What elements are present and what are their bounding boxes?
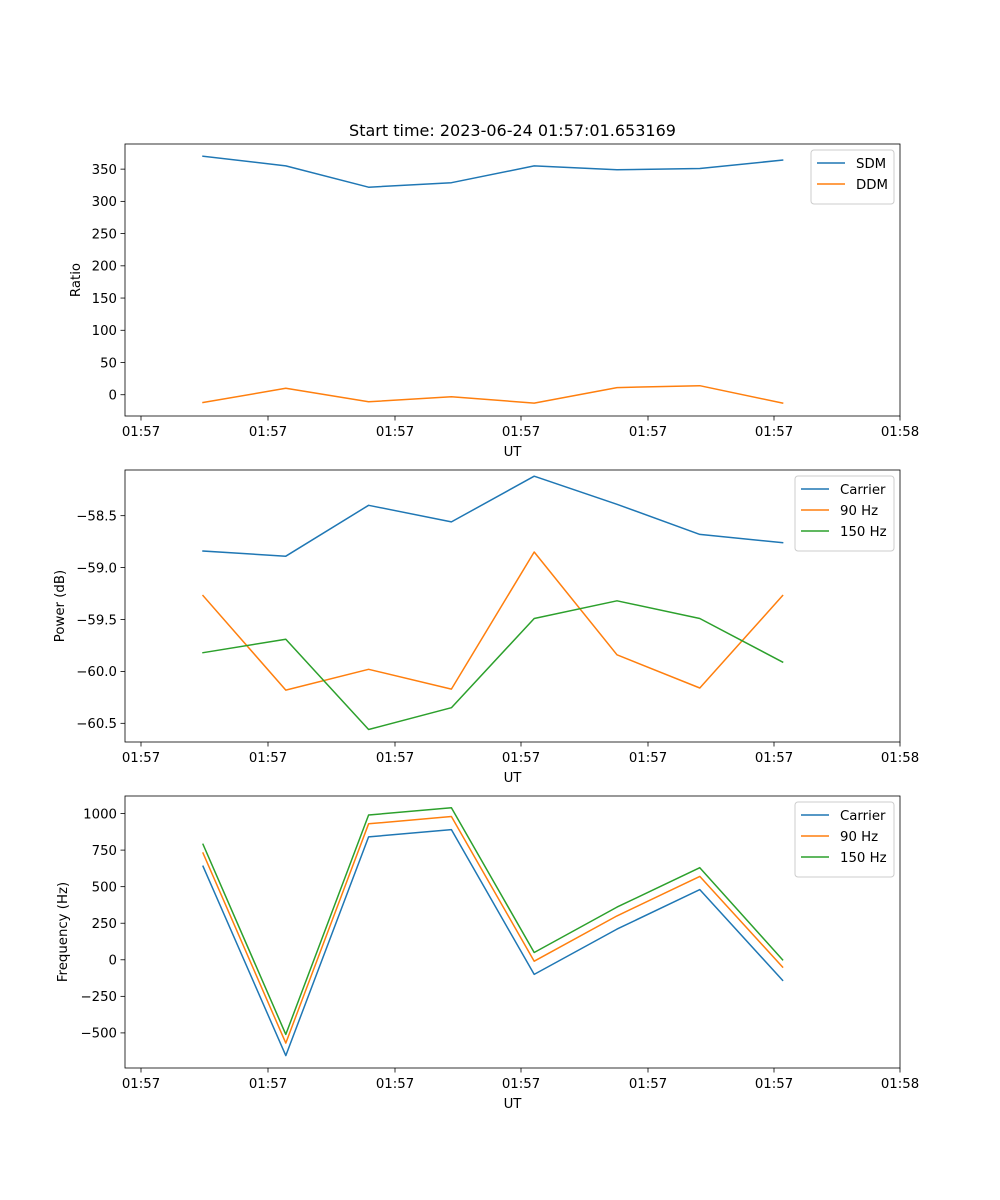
legend-box bbox=[794, 475, 895, 552]
series-line-ddm bbox=[202, 384, 784, 404]
x-axis-label: UT bbox=[504, 771, 523, 786]
x-tick-label: 01:57 bbox=[502, 425, 540, 440]
axes-frame bbox=[124, 469, 901, 743]
series-line-150-hz bbox=[202, 600, 784, 731]
x-tick-label: 01:57 bbox=[629, 425, 667, 440]
figure-title: Start time: 2023-06-24 01:57:01.653169 bbox=[349, 121, 676, 140]
y-tick-label: 0 bbox=[109, 389, 117, 404]
axes-frame bbox=[124, 795, 901, 1069]
legend-box bbox=[794, 801, 895, 878]
x-tick-label: 01:57 bbox=[249, 1077, 287, 1092]
x-tick-label: 01:58 bbox=[881, 751, 919, 766]
panel-1: 01:57 01:57 01:57 01:57 01:57 01:57 01:58 0 50 10… bbox=[69, 143, 919, 460]
legend: Carrier 90 Hz 150 Hz bbox=[794, 801, 895, 878]
x-tick-label: 01:57 bbox=[122, 1077, 160, 1092]
series-line-90-hz bbox=[201, 551, 784, 691]
legend-label: 90 Hz bbox=[840, 504, 878, 519]
x-tick-label: 01:57 bbox=[376, 751, 414, 766]
x-tick-label: 01:58 bbox=[881, 425, 919, 440]
y-tick-label: −60.5 bbox=[76, 717, 117, 732]
y-tick-label: −500 bbox=[80, 1027, 117, 1042]
x-tick-label: 01:57 bbox=[502, 1077, 540, 1092]
legend-label: 150 Hz bbox=[840, 851, 887, 866]
legend: SDM DDM bbox=[810, 149, 895, 205]
x-tick-label: 01:57 bbox=[249, 751, 287, 766]
y-tick-label: −58.5 bbox=[76, 509, 117, 524]
x-axis-label: UT bbox=[504, 445, 523, 460]
y-axis-label: Power (dB) bbox=[53, 570, 68, 642]
x-tick-label: 01:57 bbox=[755, 1077, 793, 1092]
x-axis-label: UT bbox=[504, 1097, 523, 1112]
legend-label: 150 Hz bbox=[840, 525, 887, 540]
legend: Carrier 90 Hz 150 Hz bbox=[794, 475, 895, 552]
panel-3: 01:57 01:57 01:57 01:57 01:57 01:57 01:58 1000 7… bbox=[56, 795, 919, 1112]
series-line-carrier bbox=[202, 475, 784, 557]
y-tick-label: 0 bbox=[109, 954, 117, 969]
x-tick-label: 01:57 bbox=[376, 1077, 414, 1092]
y-tick-label: 100 bbox=[92, 324, 117, 339]
series-line-sdm bbox=[202, 155, 784, 188]
y-tick-label: 150 bbox=[92, 292, 117, 307]
y-tick-label: 250 bbox=[92, 227, 117, 242]
y-tick-label: 750 bbox=[92, 844, 117, 859]
y-tick-label: 50 bbox=[100, 356, 117, 371]
y-tick-label: 250 bbox=[92, 917, 117, 932]
series-line-carrier bbox=[202, 828, 784, 1057]
x-tick-label: 01:57 bbox=[755, 425, 793, 440]
legend-label: SDM bbox=[856, 157, 886, 172]
y-axis-label: Ratio bbox=[69, 263, 84, 297]
x-tick-label: 01:57 bbox=[122, 751, 160, 766]
y-tick-label: 200 bbox=[92, 260, 117, 275]
x-tick-label: 01:57 bbox=[249, 425, 287, 440]
x-tick-label: 01:57 bbox=[502, 751, 540, 766]
legend-label: Carrier bbox=[840, 809, 886, 824]
y-tick-label: 300 bbox=[92, 195, 117, 210]
legend-label: 90 Hz bbox=[840, 830, 878, 845]
y-tick-label: 1000 bbox=[83, 807, 117, 822]
x-tick-label: 01:57 bbox=[629, 1077, 667, 1092]
x-tick-label: 01:57 bbox=[755, 751, 793, 766]
x-tick-label: 01:57 bbox=[629, 751, 667, 766]
y-tick-label: −60.0 bbox=[76, 665, 117, 680]
panel-2: 01:57 01:57 01:57 01:57 01:57 01:57 01:58 −58.5… bbox=[53, 469, 919, 786]
legend-label: DDM bbox=[856, 178, 888, 193]
y-axis-label: Frequency (Hz) bbox=[56, 882, 71, 982]
axes-frame bbox=[124, 143, 901, 417]
x-tick-label: 01:58 bbox=[881, 1077, 919, 1092]
legend-label: Carrier bbox=[840, 483, 886, 498]
y-tick-label: −59.5 bbox=[76, 613, 117, 628]
series-line-90-hz bbox=[202, 815, 784, 1044]
y-tick-label: 500 bbox=[92, 880, 117, 895]
y-tick-label: −250 bbox=[80, 990, 117, 1005]
x-tick-label: 01:57 bbox=[122, 425, 160, 440]
y-tick-label: 350 bbox=[92, 163, 117, 178]
series-line-150-hz bbox=[202, 806, 784, 1036]
y-tick-label: −59.0 bbox=[76, 561, 117, 576]
x-tick-label: 01:57 bbox=[376, 425, 414, 440]
